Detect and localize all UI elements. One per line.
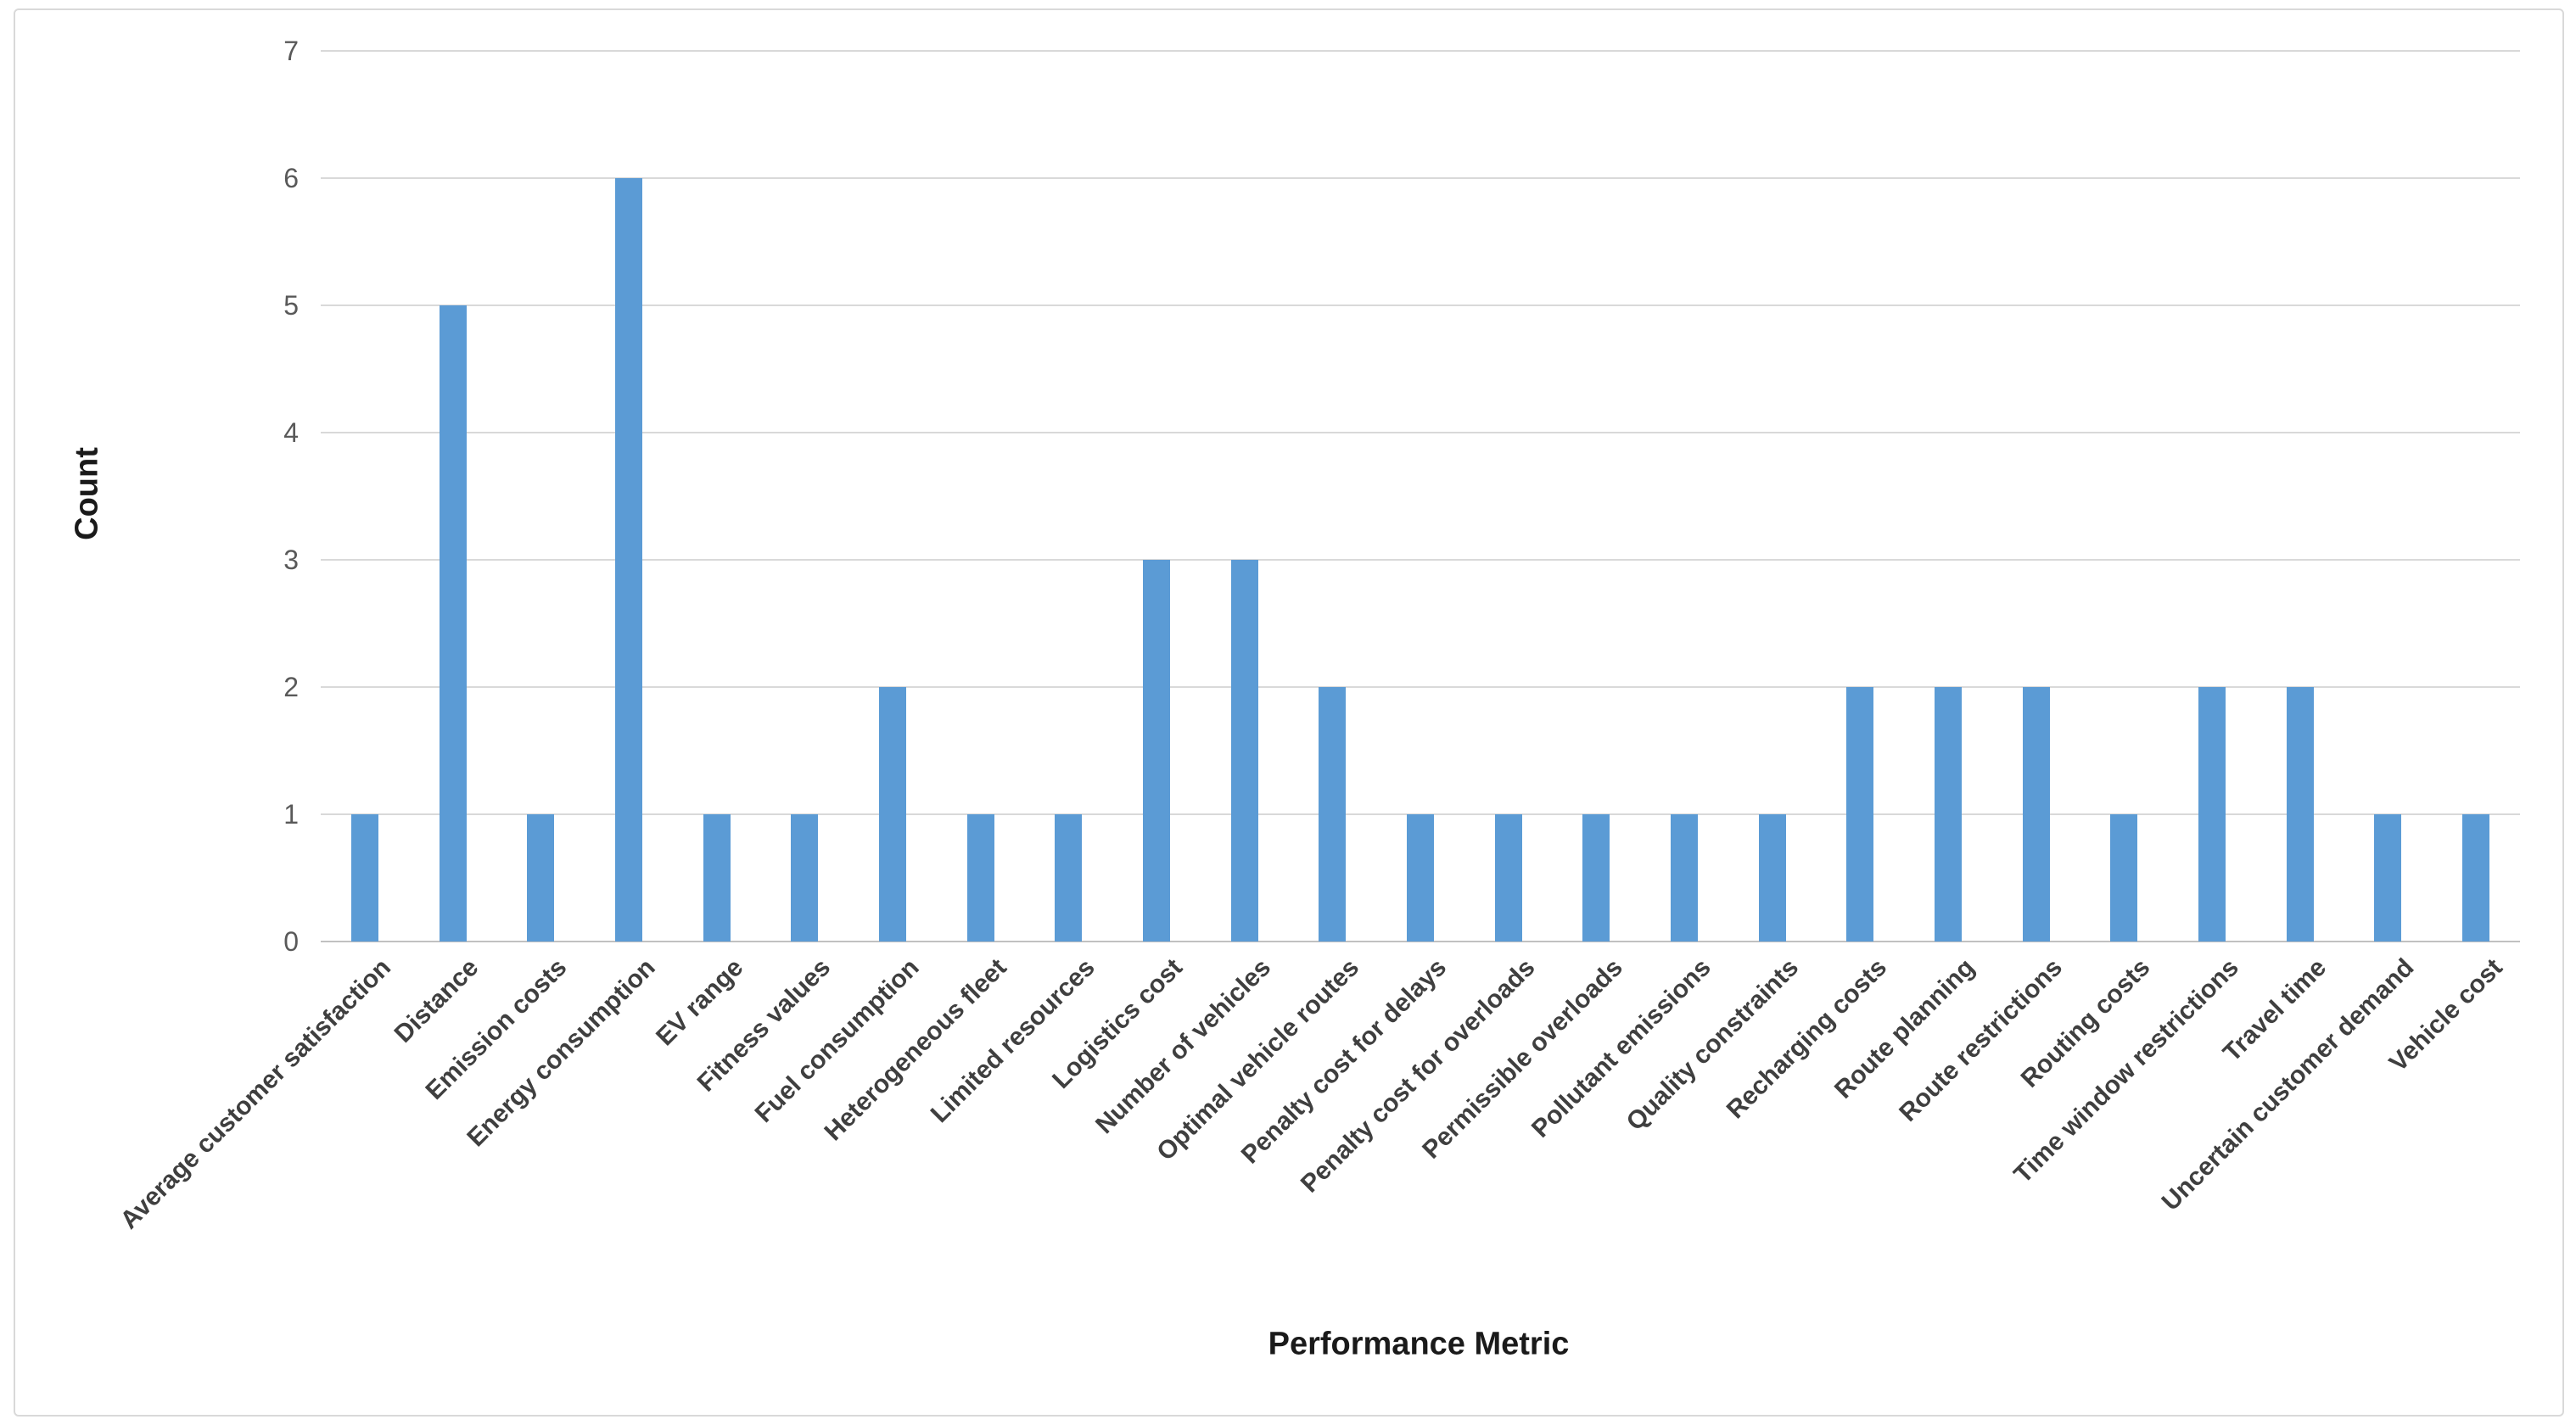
bar [2022, 687, 2050, 942]
y-tick-label: 5 [283, 290, 299, 321]
bar [350, 814, 378, 942]
bar [791, 814, 819, 942]
y-tick-label: 4 [283, 417, 299, 448]
bar [1758, 814, 1786, 942]
bar [439, 305, 467, 942]
bar [2462, 814, 2490, 942]
gridline [321, 686, 2520, 688]
y-axis-title: Count [69, 447, 105, 540]
bar [2110, 814, 2138, 942]
y-tick-label: 3 [283, 545, 299, 575]
bar [703, 814, 731, 942]
y-tick-label: 0 [283, 926, 299, 957]
x-axis-line [321, 941, 2520, 942]
bar [1142, 560, 1170, 942]
gridline [321, 177, 2520, 179]
bar [1494, 814, 1522, 942]
plot-area [321, 50, 2520, 942]
y-tick-label: 6 [283, 163, 299, 193]
bar [1055, 814, 1083, 942]
bar [1671, 814, 1699, 942]
y-tick-label: 7 [283, 36, 299, 66]
bar [1846, 687, 1874, 942]
y-tick-label: 2 [283, 672, 299, 702]
gridline [321, 559, 2520, 561]
bar [1230, 560, 1258, 942]
bar [2198, 687, 2226, 942]
bar [1582, 814, 1610, 942]
y-tick-label: 1 [283, 799, 299, 830]
gridline [321, 50, 2520, 52]
bar [614, 178, 642, 942]
bar [878, 687, 906, 942]
gridline [321, 432, 2520, 433]
bar [527, 814, 555, 942]
bar [1935, 687, 1963, 942]
chart-border [14, 8, 2564, 1417]
gridline [321, 305, 2520, 306]
bar [966, 814, 994, 942]
bar [1407, 814, 1434, 942]
bar [1319, 687, 1347, 942]
x-axis-title: Performance Metric [1268, 1326, 1570, 1362]
bar [2286, 687, 2314, 942]
bar [2374, 814, 2402, 942]
